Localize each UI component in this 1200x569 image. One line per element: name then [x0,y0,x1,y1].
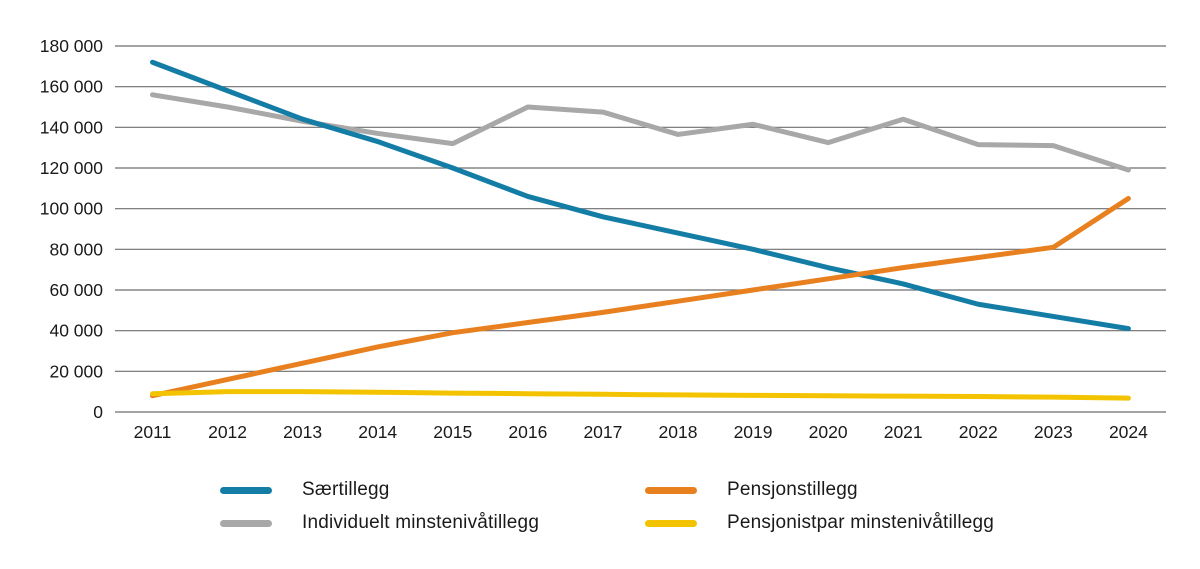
series-line-pensjonistpar-minsteniv-tillegg [150,389,1131,401]
y-tick-label: 60 000 [49,280,103,300]
y-tick-label: 140 000 [40,117,104,137]
series-line-pensjonstillegg [150,196,1131,399]
series-line-individuelt-minsteniv-tillegg [150,92,1131,173]
y-tick-label: 40 000 [49,321,103,341]
x-tick-label: 2021 [884,422,923,442]
y-tick-label: 160 000 [40,77,104,97]
x-tick-label: 2018 [659,422,698,442]
x-tick-label: 2012 [208,422,247,442]
x-tick-label: 2019 [734,422,773,442]
x-tick-label: 2020 [809,422,848,442]
x-tick-label: 2022 [959,422,998,442]
series-line-s-rtillegg [150,59,1131,332]
x-tick-label: 2011 [134,422,172,442]
x-tick-label: 2024 [1109,422,1148,442]
y-tick-label: 80 000 [49,239,103,259]
y-tick-label: 20 000 [49,361,103,381]
x-tick-label: 2013 [283,422,322,442]
y-tick-label: 180 000 [40,36,104,56]
y-tick-label: 120 000 [40,158,104,178]
y-tick-label: 100 000 [40,199,104,219]
x-tick-label: 2023 [1034,422,1073,442]
y-tick-label: 0 [93,402,103,422]
x-tick-label: 2014 [358,422,397,442]
x-tick-label: 2015 [433,422,472,442]
x-tick-label: 2017 [583,422,622,442]
x-tick-label: 2016 [508,422,547,442]
